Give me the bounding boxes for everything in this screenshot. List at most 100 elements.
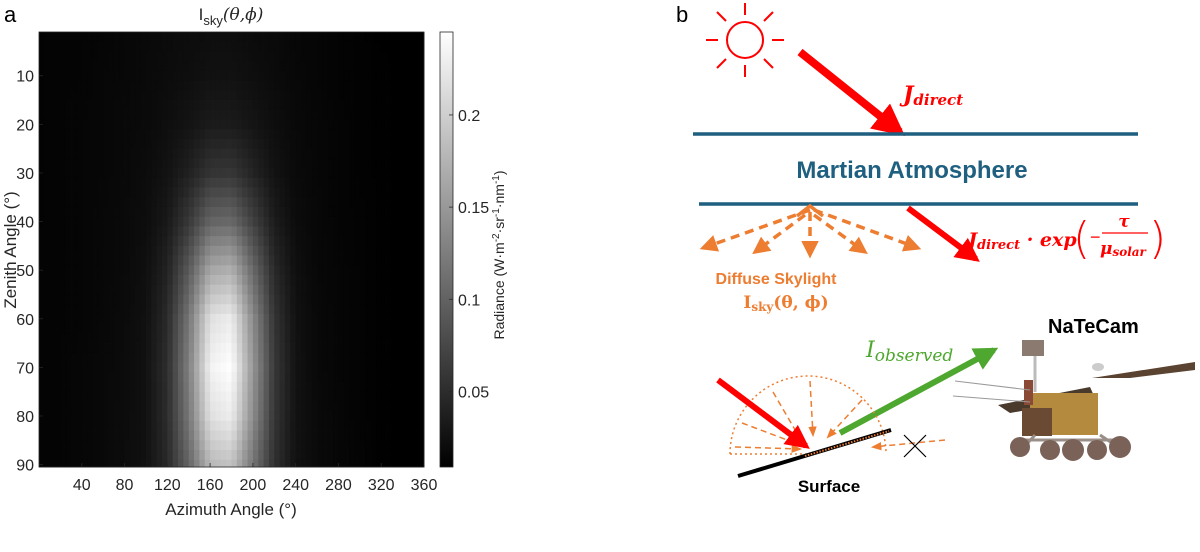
heatmap-cell — [375, 381, 382, 393]
heatmap-cell — [92, 284, 99, 295]
heatmap-cell — [301, 333, 307, 344]
heatmap-cell — [140, 275, 147, 286]
heatmap-cell — [274, 372, 281, 383]
heatmap-cell — [167, 61, 174, 72]
heatmap-cell — [199, 411, 206, 422]
heatmap-cell — [55, 381, 61, 393]
heatmap-cell — [354, 275, 361, 286]
heatmap-cell — [87, 343, 93, 354]
heatmap-cell — [397, 255, 404, 266]
heatmap-cell — [386, 226, 393, 237]
heatmap-cell — [113, 216, 120, 227]
heatmap-cell — [391, 216, 398, 227]
heatmap-cell — [55, 440, 61, 451]
heatmap-cell — [215, 362, 222, 373]
heatmap-cell — [55, 255, 61, 266]
heatmap-cell — [226, 304, 232, 315]
heatmap-cell — [343, 449, 350, 461]
heatmap-cell — [386, 177, 393, 188]
heatmap-cell — [370, 138, 377, 150]
heatmap-cell — [210, 430, 216, 441]
heatmap-cell — [60, 148, 67, 159]
heatmap-cell — [215, 440, 222, 451]
heatmap-cell — [370, 362, 377, 373]
heatmap-cell — [119, 216, 125, 227]
y-tick-label: 10 — [16, 69, 34, 86]
heatmap-cell — [124, 449, 131, 461]
heatmap-cell — [55, 313, 61, 325]
heatmap-cell — [311, 177, 318, 188]
heatmap-cell — [71, 430, 77, 441]
heatmap-cell — [295, 90, 302, 101]
heatmap-cell — [407, 343, 414, 354]
heatmap-cell — [274, 381, 281, 393]
heatmap-cell — [108, 255, 115, 266]
heatmap-cell — [247, 294, 254, 305]
heatmap-cell — [108, 119, 115, 130]
heatmap-cell — [76, 80, 83, 91]
heatmap-cell — [92, 61, 99, 72]
heatmap-cell — [284, 90, 291, 101]
heatmap-cell — [183, 255, 190, 266]
heatmap-cell — [365, 391, 371, 402]
heatmap-cell — [418, 32, 425, 43]
heatmap-cell — [370, 187, 377, 198]
heatmap-cell — [220, 100, 227, 111]
heatmap-cell — [317, 313, 323, 325]
heatmap-cell — [333, 255, 339, 266]
heatmap-cell — [359, 352, 366, 363]
heatmap-cell — [338, 119, 345, 130]
heatmap-cell — [113, 158, 120, 169]
heatmap-cell — [370, 313, 377, 325]
heatmap-cell — [210, 129, 216, 140]
heatmap-cell — [129, 177, 136, 188]
heatmap-cell — [397, 391, 404, 402]
heatmap-cell — [317, 61, 323, 72]
heatmap-cell — [210, 109, 216, 120]
heatmap-cell — [97, 197, 104, 208]
heatmap-cell — [386, 100, 393, 111]
heatmap-cell — [386, 265, 393, 276]
heatmap-cell — [301, 70, 307, 82]
heatmap-cell — [354, 304, 361, 315]
heatmap-cell — [49, 381, 56, 393]
heatmap-cell — [204, 343, 211, 354]
heatmap-cell — [178, 401, 184, 412]
heatmap-cell — [306, 381, 313, 393]
heatmap-cell — [301, 284, 307, 295]
heatmap-cell — [124, 51, 131, 62]
heatmap-cell — [247, 304, 254, 315]
heatmap-cell — [311, 440, 318, 451]
heatmap-cell — [359, 129, 366, 140]
heatmap-cell — [391, 197, 398, 208]
heatmap-cell — [65, 226, 72, 237]
heatmap-cell — [268, 245, 275, 256]
heatmap-cell — [92, 372, 99, 383]
heatmap-cell — [354, 177, 361, 188]
heatmap-cell — [375, 168, 382, 179]
heatmap-cell — [311, 265, 318, 276]
heatmap-cell — [119, 90, 125, 101]
heatmap-cell — [231, 313, 238, 325]
heatmap-cell — [113, 459, 120, 468]
heatmap-cell — [354, 51, 361, 62]
heatmap-cell — [113, 226, 120, 237]
heatmap-cell — [183, 420, 190, 431]
heatmap-cell — [215, 177, 222, 188]
heatmap-cell — [161, 372, 168, 383]
heatmap-cell — [338, 177, 345, 188]
x-axis: 40 80 120 160 200 240 280 320 360 — [73, 463, 437, 494]
heatmap-cell — [274, 420, 281, 431]
heatmap-cell — [284, 372, 291, 383]
heatmap-cell — [151, 80, 158, 91]
heatmap-cell — [129, 343, 136, 354]
heatmap-cell — [386, 158, 393, 169]
heatmap-cell — [172, 177, 179, 188]
heatmap-cell — [151, 304, 158, 315]
heatmap-cell — [65, 187, 72, 198]
heatmap-cell — [354, 197, 361, 208]
heatmap-cell — [242, 168, 248, 179]
heatmap-cell — [391, 440, 398, 451]
heatmap-cell — [210, 323, 216, 334]
heatmap-cell — [129, 148, 136, 159]
